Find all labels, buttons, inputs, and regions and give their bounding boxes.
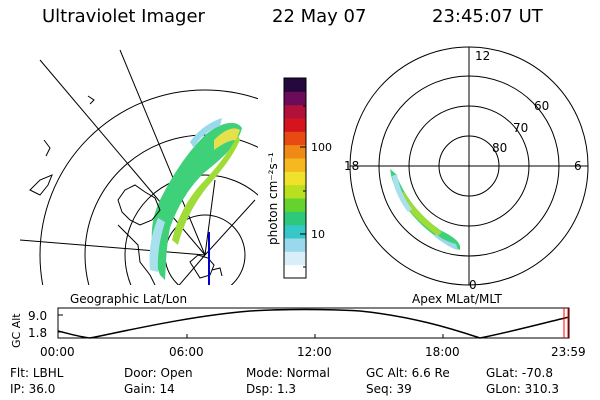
header-date: 22 May 07 xyxy=(272,6,367,27)
info-mode: Mode: Normal xyxy=(246,366,330,380)
info-glon: GLon: 310.3 xyxy=(486,382,559,396)
coastlines xyxy=(29,95,223,285)
colorbar-segment xyxy=(284,118,306,132)
orbit-ytick: 1.8 xyxy=(28,326,47,340)
geo-meridian xyxy=(204,199,256,256)
colorbar-segment xyxy=(284,104,306,119)
geo-meridian xyxy=(119,49,206,256)
colorbar-segment xyxy=(284,224,306,239)
geo-lat-circle xyxy=(124,174,258,285)
geographic-map xyxy=(19,49,258,285)
colorbar-segment xyxy=(284,144,306,159)
apex-caption: Apex MLat/MLT xyxy=(412,292,502,306)
info-gc-alt: GC Alt: 6.6 Re xyxy=(366,366,450,380)
mlt-label-0: 0 xyxy=(469,278,477,292)
colorbar-tick-label: 10 xyxy=(311,228,325,241)
colorbar-segment xyxy=(284,264,306,279)
mlt-label-12: 12 xyxy=(475,49,490,63)
geo-lat-circle xyxy=(39,89,258,285)
orbit-frame xyxy=(57,307,570,339)
colorbar-frame xyxy=(283,77,307,279)
orbit-xtick-label: 23:59 xyxy=(551,345,586,359)
info-gain: Gain: 14 xyxy=(124,382,175,396)
aurora-emission-geo xyxy=(149,118,242,280)
info-dsp: Dsp: 1.3 xyxy=(246,382,297,396)
orbit-plot: GC Alt 9.0 1.8 00:00 06:00 12:00 18:00 2… xyxy=(10,307,586,359)
geographic-caption: Geographic Lat/Lon xyxy=(70,292,188,306)
mlat-label-80: 80 xyxy=(492,141,507,155)
aurora-emission-polar xyxy=(390,169,461,250)
mlt-label-6: 6 xyxy=(574,159,582,173)
colorbar: 100 10 photon cm⁻²s⁻¹ xyxy=(266,77,332,279)
info-flt: Flt: LBHL xyxy=(10,366,64,380)
colorbar-segment xyxy=(284,158,306,172)
info-glat: GLat: -70.8 xyxy=(486,366,553,380)
info-door: Door: Open xyxy=(124,366,193,380)
header-time: 23:45:07 UT xyxy=(432,6,543,27)
polar-plot: 12 18 6 0 60 70 80 xyxy=(344,46,589,292)
colorbar-segment xyxy=(284,171,306,186)
mlt-label-18: 18 xyxy=(344,159,359,173)
colorbar-unit-label: photon cm⁻²s⁻¹ xyxy=(266,152,280,245)
orbit-ylabel: GC Alt xyxy=(10,313,23,348)
geo-lat-circle xyxy=(84,134,258,285)
geo-meridian xyxy=(204,179,216,256)
info-ip: IP: 36.0 xyxy=(10,382,56,396)
colorbar-gradient xyxy=(284,78,306,279)
orbit-xtick-label: 06:00 xyxy=(169,345,204,359)
geo-meridian xyxy=(178,254,206,285)
colorbar-segment xyxy=(284,91,306,106)
orbit-xtick-label: 18:00 xyxy=(425,345,460,359)
orbit-ytick: 9.0 xyxy=(28,309,47,323)
colorbar-segment xyxy=(284,184,306,199)
colorbar-segment xyxy=(284,211,306,226)
instrument-title: Ultraviolet Imager xyxy=(42,6,205,27)
colorbar-segment xyxy=(284,238,306,252)
mlat-label-70: 70 xyxy=(513,121,528,135)
colorbar-segment xyxy=(284,251,306,266)
colorbar-segment xyxy=(284,131,306,146)
info-seq: Seq: 39 xyxy=(366,382,412,396)
orbit-xtick-label: 12:00 xyxy=(297,345,332,359)
colorbar-tick-label: 100 xyxy=(311,141,332,154)
orbit-altitude-curve xyxy=(57,308,570,339)
mlat-label-60: 60 xyxy=(534,99,549,113)
orbit-xtick-label: 00:00 xyxy=(40,345,75,359)
geo-meridian xyxy=(19,239,206,256)
colorbar-segment xyxy=(284,198,306,212)
colorbar-segment xyxy=(284,78,306,92)
